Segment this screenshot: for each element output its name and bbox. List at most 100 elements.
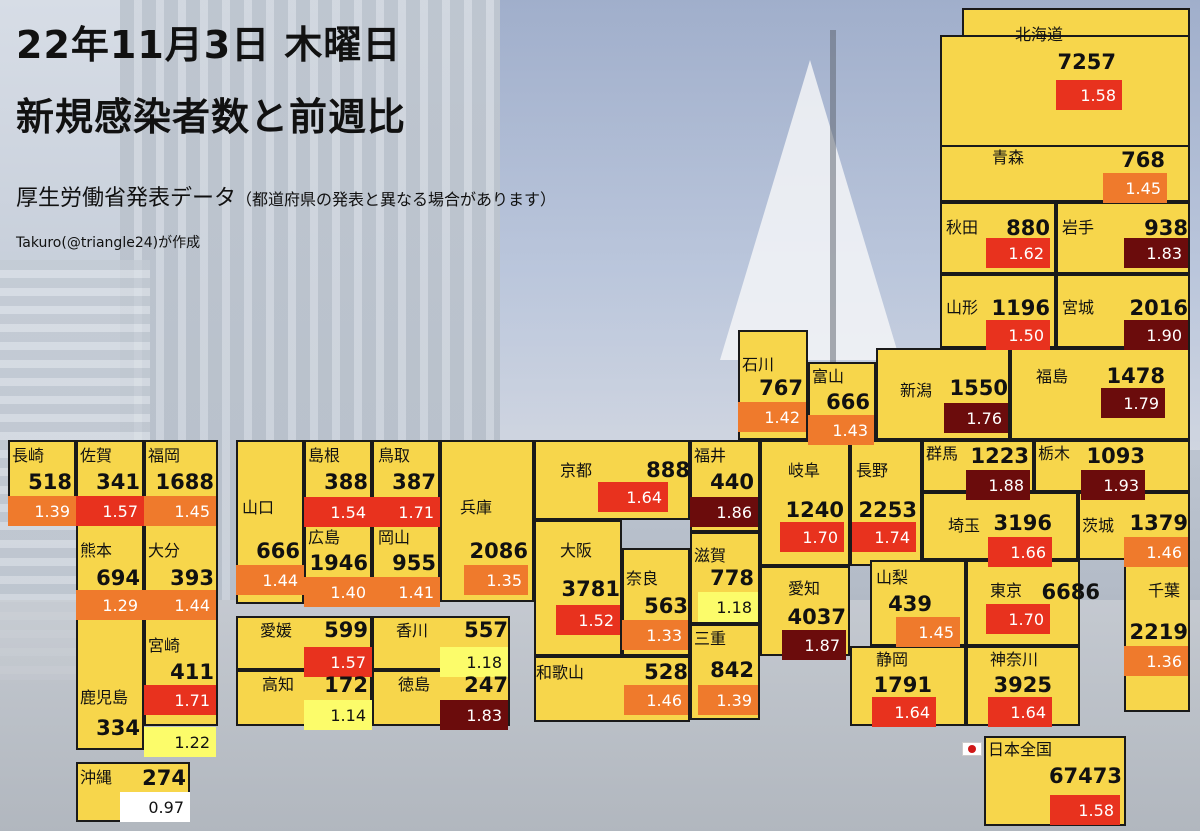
pref-4f508cc0-name: 佐賀 (80, 446, 113, 465)
pref-59275206-week-ratio: 1.44 (144, 590, 216, 620)
pref-611b5a9b-week-ratio: 1.57 (304, 647, 372, 677)
pref-95775d0e-cases: 518 (28, 470, 72, 494)
pref-718a672c-week-ratio: 1.29 (76, 590, 144, 620)
pref-6ecb8cc0-name: 滋賀 (694, 546, 727, 565)
national-cases: 67473 (1048, 764, 1122, 788)
pref-5c715f62-week-ratio: 1.50 (986, 320, 1050, 350)
pref-5ca15c71-cases: 955 (392, 551, 436, 575)
pref-53438449-name: 千葉 (1148, 581, 1181, 600)
pref-5e835cf6-week-ratio: 1.40 (304, 577, 372, 607)
pref-67714eac-cases: 6686 (1041, 580, 1100, 604)
pref-611b77e5-name: 愛知 (788, 579, 821, 598)
pref-77f35ddd-week-ratio: 1.42 (738, 402, 806, 432)
pref-9e7f51505cf6-cases: 334 (96, 716, 140, 740)
pref-95775d0e-name: 長崎 (12, 446, 45, 465)
pref-5c90961c-cases: 1240 (785, 498, 844, 522)
pref-5ca9624b-week-ratio: 1.83 (1124, 238, 1188, 268)
pref-9ad877e5-name: 高知 (262, 675, 295, 694)
pref-6c967e04-cases: 274 (142, 766, 186, 790)
pref-4e0991cd-cases: 842 (710, 658, 754, 682)
pref-5c7168a8-week-ratio: 1.45 (896, 617, 960, 647)
pref-7fa499ac-name: 群馬 (926, 444, 959, 463)
background-mast (830, 30, 836, 650)
pref-611b5a9b-cases: 599 (324, 618, 368, 642)
pref-798f5cf6-name: 福島 (1036, 367, 1069, 386)
pref-5948826f-cases: 563 (644, 594, 688, 618)
pref-975268ee-cases: 768 (1121, 148, 1165, 172)
source-disclaimer: （都道府県の発表と異なる場合があります） (236, 190, 557, 209)
pref-4eac90fd-cases: 888 (646, 458, 690, 482)
pref-4e0991cd-week-ratio: 1.39 (698, 685, 758, 715)
pref-5c7153e3-cases: 666 (256, 539, 300, 563)
pref-6c967e04-name: 沖縄 (80, 768, 113, 787)
pref-4e0991cd-name: 三重 (694, 629, 727, 648)
pref-53176d779053-name: 北海道 (1015, 25, 1064, 44)
page-title: 新規感染者数と前週比 (16, 95, 407, 139)
pref-9ad877e5-week-ratio: 1.14 (304, 700, 372, 730)
pref-957791ce-cases: 2253 (858, 498, 917, 522)
pref-5c90961c-name: 岐阜 (788, 461, 821, 480)
pref-68036728-cases: 1093 (1086, 444, 1145, 468)
pref-5cf66839-cases: 388 (324, 470, 368, 494)
pref-65b06f5f-week-ratio: 1.76 (944, 403, 1008, 433)
pref-77f35ddd-name: 石川 (742, 355, 775, 374)
pref-5c7153e3-name: 山口 (242, 498, 275, 517)
pref-79cb7530-week-ratio: 1.62 (986, 238, 1050, 268)
pref-5bcc5c71-name: 富山 (812, 367, 845, 386)
pref-798f5ca1-name: 福岡 (148, 446, 181, 465)
pref-718a672c-name: 熊本 (80, 541, 113, 560)
pref-798f4e95-cases: 440 (710, 470, 754, 494)
pref-5c7168a8-cases: 439 (888, 592, 932, 616)
pref-59275206-cases: 393 (170, 566, 214, 590)
pref-5927962a-name: 大阪 (560, 541, 593, 560)
pref-798f4e95-name: 福井 (694, 446, 727, 465)
pref-53176d779053-cases: 7257 (1057, 50, 1116, 74)
pref-798f5cf6-week-ratio: 1.79 (1101, 388, 1165, 418)
pref-975268ee-name: 青森 (992, 148, 1025, 167)
pref-67714eac-name: 東京 (990, 581, 1023, 600)
pref-5bae57ce-cases: 2016 (1129, 296, 1188, 320)
pref-975268ee-week-ratio: 1.45 (1103, 173, 1167, 203)
pref-5cf66839-week-ratio: 1.54 (304, 497, 372, 527)
pref-5927962a-week-ratio: 1.52 (556, 605, 620, 635)
pref-68036728-name: 栃木 (1038, 444, 1071, 463)
pref-5bae5d0e-week-ratio: 1.71 (144, 685, 216, 715)
pref-798f5ca1-cases: 1688 (155, 470, 214, 494)
pref-57fc7389-week-ratio: 1.66 (988, 537, 1052, 567)
pref-4f508cc0-week-ratio: 1.57 (76, 496, 144, 526)
pref-4eac90fd-week-ratio: 1.64 (598, 482, 668, 512)
pref-9ce553d6-name: 鳥取 (378, 446, 411, 465)
pref-5948826f-week-ratio: 1.33 (622, 620, 688, 650)
national-name: 日本全国 (988, 740, 1053, 759)
pref-5fb35cf6-cases: 247 (464, 673, 508, 697)
pref-79cb7530-cases: 880 (1006, 216, 1050, 240)
pref-53176d779053-week-ratio: 1.58 (1056, 80, 1122, 110)
pref-57fc7389-cases: 3196 (993, 511, 1052, 535)
pref-5bae5d0e-name: 宮崎 (148, 636, 181, 655)
pref-79cb7530-name: 秋田 (946, 218, 979, 237)
pref-795e59485ddd-name: 神奈川 (990, 650, 1039, 669)
pref-95775d0e-week-ratio: 1.39 (8, 496, 76, 526)
pref-611b77e5-cases: 4037 (787, 605, 846, 629)
pref-67714eac-week-ratio: 1.70 (986, 604, 1050, 634)
pref-9e7f51505cf6-week-ratio: 1.22 (144, 727, 216, 757)
pref-53438449-cases: 2219 (1129, 620, 1188, 644)
pref-9ce553d6-cases: 387 (392, 470, 436, 494)
pref-5c715f62-name: 山形 (946, 298, 979, 317)
national-week-ratio: 1.58 (1050, 795, 1120, 825)
pref-5bcc5c71-cases: 666 (826, 390, 870, 414)
pref-59275206-name: 大分 (148, 541, 181, 560)
pref-5e835cf6-name: 広島 (308, 528, 341, 547)
pref-51755eab-week-ratio: 1.35 (464, 565, 528, 595)
pref-548c6b4c5c71-name: 和歌山 (536, 663, 585, 682)
page-title-date: 22年11月3日 木曜日 (16, 23, 402, 67)
pref-65b06f5f-cases: 1550 (949, 376, 1008, 400)
pref-5cf66839-name: 島根 (308, 446, 341, 465)
pref-57fc7389-name: 埼玉 (948, 516, 981, 535)
pref-68036728-week-ratio: 1.93 (1081, 470, 1145, 500)
pref-832857ce-cases: 1379 (1129, 511, 1188, 535)
pref-795e59485ddd-week-ratio: 1.64 (988, 697, 1052, 727)
pref-9ce553d6-week-ratio: 1.71 (372, 497, 440, 527)
pref-5ca15c71-name: 岡山 (378, 528, 411, 547)
source-note: 厚生労働省発表データ（都道府県の発表と異なる場合があります） (16, 180, 556, 212)
